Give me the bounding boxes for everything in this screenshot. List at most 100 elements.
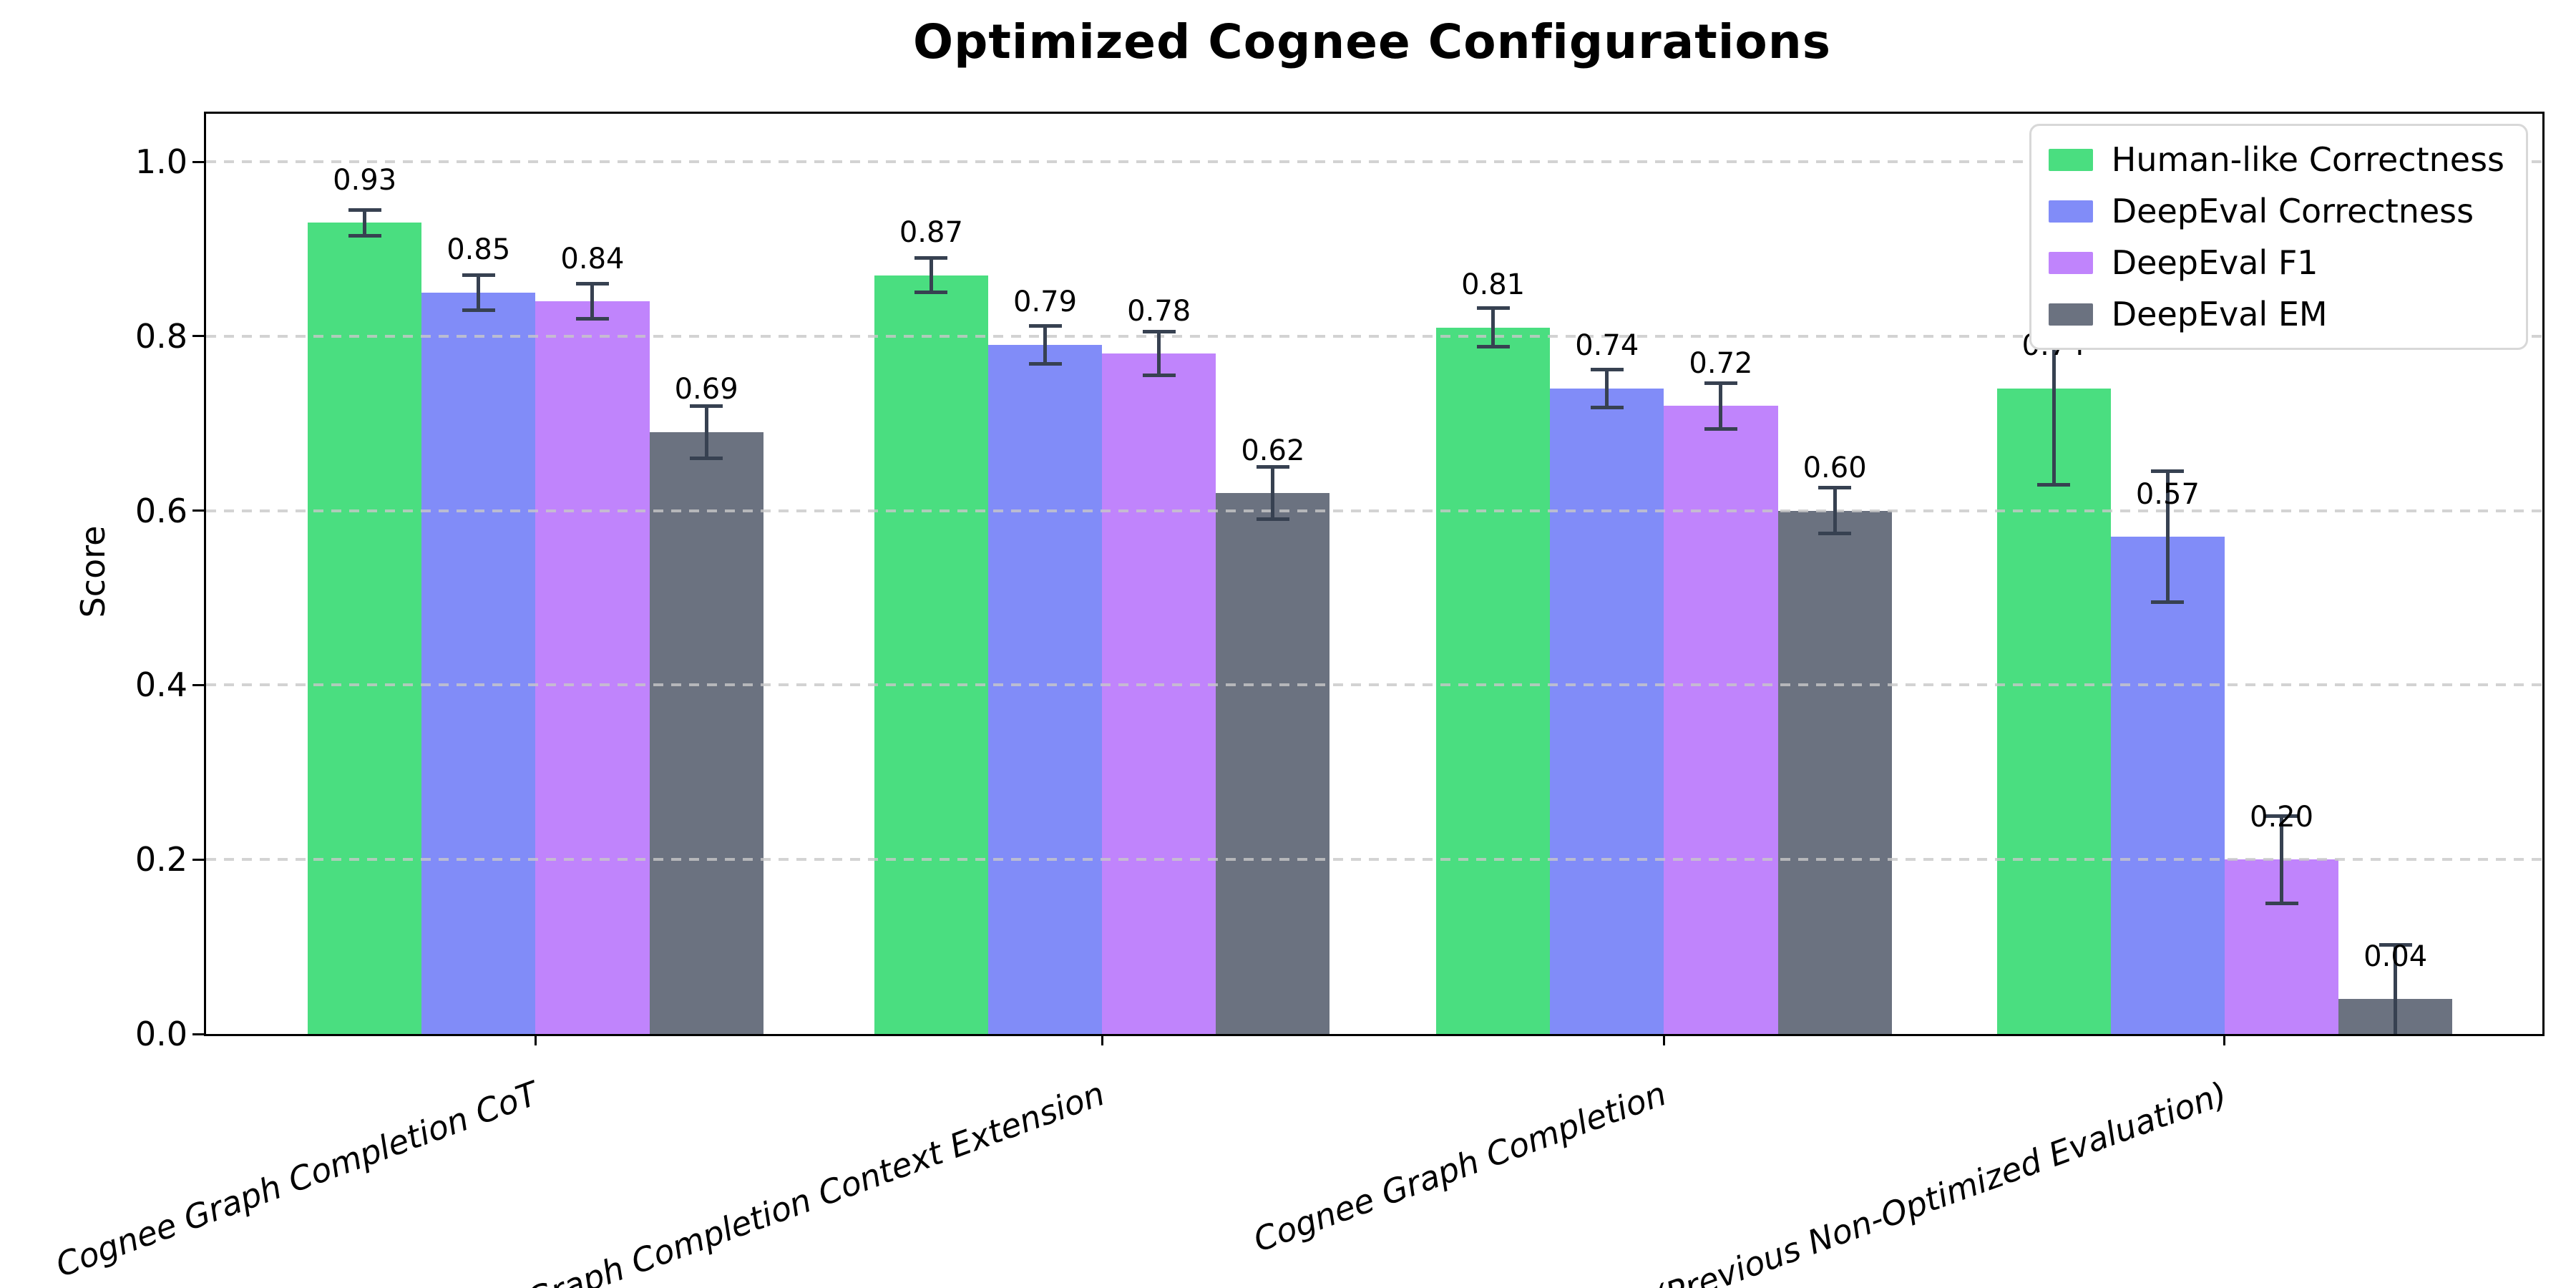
gridline bbox=[206, 683, 2542, 687]
bar bbox=[535, 301, 650, 1034]
bar bbox=[1216, 493, 1330, 1034]
error-bar-line bbox=[590, 283, 595, 319]
error-bar-line bbox=[1157, 331, 1161, 376]
legend-label: DeepEval F1 bbox=[2111, 243, 2318, 282]
bar bbox=[1996, 388, 2111, 1034]
bar bbox=[1777, 510, 1892, 1034]
bar bbox=[987, 345, 1103, 1034]
error-bar-cap-top bbox=[1028, 323, 1062, 328]
bar-value-label: 0.57 bbox=[2135, 477, 2200, 511]
error-bar-line bbox=[2394, 945, 2398, 1034]
error-bar-cap-bottom bbox=[462, 308, 495, 312]
bar-value-label: 0.85 bbox=[447, 233, 511, 267]
error-bar-line bbox=[704, 406, 708, 459]
error-bar-cap-bottom bbox=[1028, 362, 1062, 366]
error-bar-line bbox=[1719, 383, 1723, 429]
x-tick-mark bbox=[1662, 1034, 1665, 1045]
x-tick-mark bbox=[1101, 1034, 1103, 1045]
gridline bbox=[206, 858, 2542, 862]
y-tick-mark bbox=[192, 858, 204, 861]
error-bar-cap-bottom bbox=[1704, 426, 1737, 431]
legend-item: Human-like Correctness bbox=[2048, 140, 2504, 179]
legend-item: DeepEval Correctness bbox=[2048, 192, 2504, 230]
error-bar-cap-top bbox=[2151, 469, 2185, 474]
bar bbox=[1550, 388, 1664, 1034]
bar bbox=[649, 431, 763, 1034]
error-bar-line bbox=[1491, 308, 1496, 347]
bar bbox=[1664, 406, 1778, 1034]
error-bar-cap-top bbox=[575, 282, 609, 286]
y-tick-label: 0.6 bbox=[135, 491, 187, 530]
y-tick-label: 0.4 bbox=[135, 665, 187, 705]
error-bar-cap-top bbox=[1142, 330, 1176, 334]
bar-value-label: 0.78 bbox=[1127, 294, 1191, 328]
y-tick-mark bbox=[192, 1033, 204, 1035]
error-bar-cap-top bbox=[1704, 381, 1737, 386]
legend-label: DeepEval Correctness bbox=[2111, 192, 2474, 230]
bar bbox=[1436, 327, 1551, 1034]
error-bar-cap-top bbox=[2379, 943, 2412, 947]
bar-value-label: 0.20 bbox=[2250, 800, 2314, 834]
error-bar-line bbox=[363, 210, 367, 236]
error-bar-cap-top bbox=[348, 208, 381, 212]
bar-value-label: 0.93 bbox=[333, 163, 397, 197]
error-bar-cap-bottom bbox=[1142, 374, 1176, 378]
bar-value-label: 0.81 bbox=[1461, 268, 1526, 302]
legend-swatch-icon bbox=[2048, 200, 2093, 223]
gridline bbox=[206, 334, 2542, 338]
legend-swatch-icon bbox=[2048, 148, 2093, 171]
y-tick-label: 0.0 bbox=[135, 1015, 187, 1053]
error-bar-cap-bottom bbox=[2265, 901, 2298, 905]
y-tick-mark bbox=[192, 335, 204, 338]
error-bar-cap-bottom bbox=[348, 234, 381, 238]
error-bar-cap-bottom bbox=[1476, 344, 1510, 348]
legend-swatch-icon bbox=[2048, 251, 2093, 274]
legend-label: DeepEval EM bbox=[2111, 295, 2328, 333]
error-bar-line bbox=[1833, 487, 1837, 534]
error-bar-cap-top bbox=[1256, 465, 1289, 469]
y-tick-label: 1.0 bbox=[135, 142, 187, 182]
error-bar-line bbox=[2280, 816, 2284, 904]
y-tick-mark bbox=[192, 509, 204, 512]
bar-value-label: 0.62 bbox=[1241, 434, 1305, 467]
y-tick-mark bbox=[192, 683, 204, 686]
y-tick-label: 0.8 bbox=[135, 316, 187, 356]
error-bar-cap-top bbox=[462, 273, 495, 277]
y-tick-label: 0.2 bbox=[135, 840, 187, 879]
bar-value-label: 0.74 bbox=[1575, 329, 1639, 363]
bar-value-label: 0.69 bbox=[674, 373, 738, 406]
bar bbox=[421, 292, 536, 1034]
legend-item: DeepEval EM bbox=[2048, 295, 2504, 333]
error-bar-cap-top bbox=[914, 255, 948, 260]
legend-swatch-icon bbox=[2048, 303, 2093, 326]
bar-value-label: 0.84 bbox=[560, 242, 625, 275]
error-bar-line bbox=[2165, 471, 2170, 602]
error-bar-cap-bottom bbox=[1256, 517, 1289, 522]
legend-label: Human-like Correctness bbox=[2111, 140, 2504, 179]
error-bar-line bbox=[1043, 326, 1048, 364]
gridline bbox=[206, 509, 2542, 512]
error-bar-cap-bottom bbox=[1590, 406, 1624, 410]
chart-title: Optimized Cognee Configurations bbox=[912, 14, 1832, 69]
y-axis-label: Score bbox=[74, 525, 112, 618]
y-tick-mark bbox=[192, 160, 204, 163]
bar bbox=[874, 275, 988, 1034]
error-bar-cap-bottom bbox=[914, 291, 948, 295]
bar bbox=[2110, 537, 2225, 1034]
legend-item: DeepEval F1 bbox=[2048, 243, 2504, 282]
error-bar-line bbox=[1605, 369, 1609, 408]
error-bar-line bbox=[929, 258, 933, 293]
error-bar-cap-top bbox=[1590, 367, 1624, 371]
bar-value-label: 0.87 bbox=[899, 215, 963, 249]
error-bar-cap-top bbox=[2265, 814, 2298, 818]
error-bar-line bbox=[2051, 292, 2056, 485]
error-bar-line bbox=[1271, 467, 1275, 519]
error-bar-cap-top bbox=[1476, 306, 1510, 311]
error-bar-cap-top bbox=[690, 404, 723, 408]
bar bbox=[308, 223, 422, 1034]
legend: Human-like Correctness DeepEval Correctne… bbox=[2029, 124, 2528, 350]
x-tick-mark bbox=[2223, 1034, 2226, 1045]
x-tick-label: Cognee Graph Completion CoT bbox=[51, 1074, 543, 1285]
error-bar-line bbox=[477, 275, 481, 311]
